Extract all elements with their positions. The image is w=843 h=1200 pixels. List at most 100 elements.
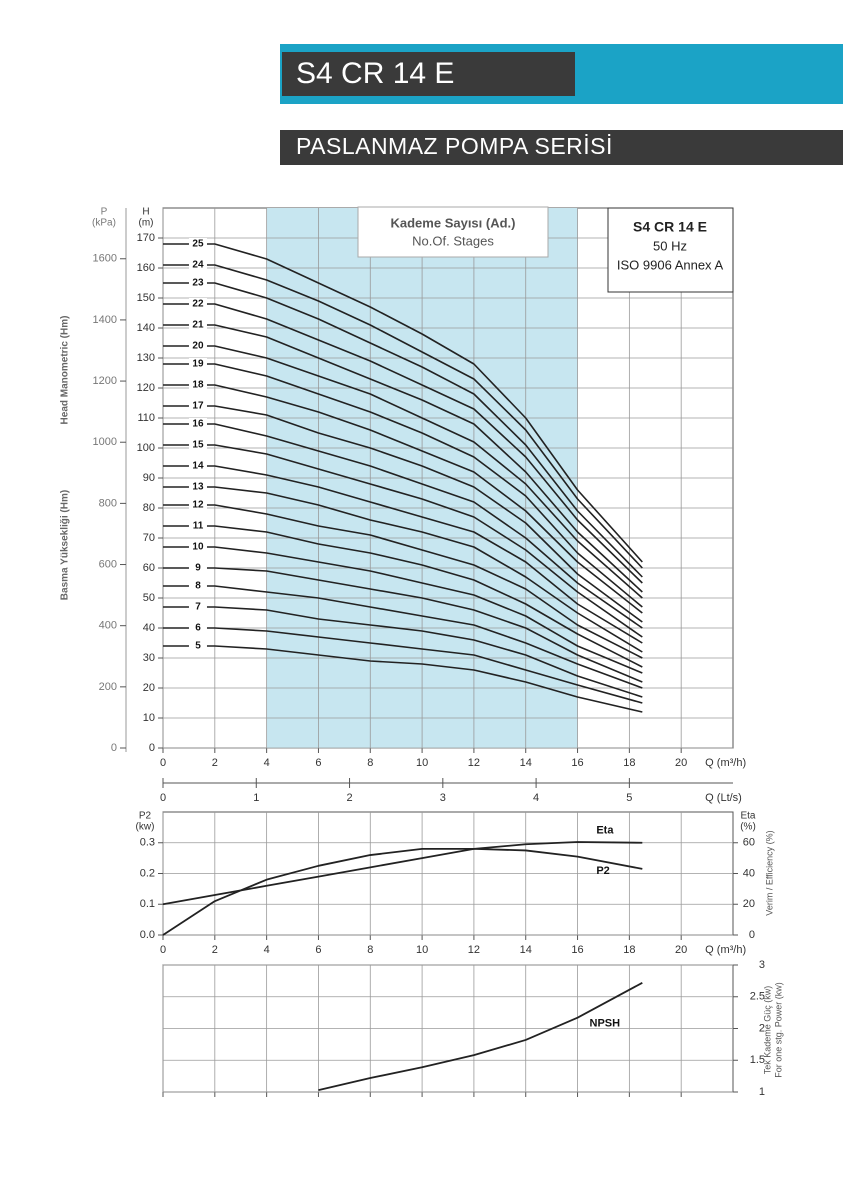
x-tick-label: 4 [264, 757, 270, 769]
series-label: 8 [195, 581, 201, 592]
x2-axis-label: Q (Lt/s) [705, 792, 742, 804]
legend-subtitle: No.Of. Stages [412, 233, 494, 248]
label-bg [188, 379, 207, 391]
y2-axis-label: Eta [740, 811, 755, 822]
y-tick-label: 10 [143, 712, 155, 724]
label-bg [188, 298, 207, 310]
label-bg [188, 439, 207, 451]
y-tick-label: 2 [759, 1022, 765, 1034]
series-line [163, 243, 643, 563]
series-line [163, 345, 643, 599]
x2-tick-label: 2 [346, 792, 352, 804]
info-line: 50 Hz [653, 238, 687, 253]
series-line [163, 363, 643, 608]
y-tick-label: 0.1 [140, 898, 155, 910]
series-label: 7 [195, 602, 201, 613]
x-axis-label: Q (m³/h) [705, 944, 746, 956]
label-bg [188, 622, 207, 634]
y2-axis-label: P [101, 207, 108, 218]
series-label: 11 [193, 521, 204, 532]
series-label: 16 [192, 419, 204, 430]
label-bg [188, 580, 207, 592]
x-tick-label: 8 [367, 757, 373, 769]
y2-axis-unit: (%) [740, 822, 756, 833]
x-tick-label: 12 [468, 757, 480, 769]
series-label: 10 [192, 542, 204, 553]
series-line [163, 264, 643, 569]
legend-title: Kademe Sayısı (Ad.) [391, 215, 516, 230]
x2-tick-label: 0 [160, 792, 166, 804]
label-bg [188, 340, 207, 352]
y-axis-title: For one stg. Power (kw) [773, 982, 783, 1078]
y-tick-label: 130 [137, 352, 155, 364]
x2-tick-label: 3 [440, 792, 446, 804]
series-line [163, 645, 643, 713]
x-tick-label: 8 [367, 944, 373, 956]
x2-tick-label: 4 [533, 792, 539, 804]
y-axis-unit: (kw) [136, 822, 155, 833]
label-bg [188, 601, 207, 613]
x-tick-label: 10 [416, 944, 428, 956]
y-tick-label: 20 [143, 682, 155, 694]
y-tick-label: 40 [143, 622, 155, 634]
series-label: P2 [596, 865, 609, 877]
series-label: 20 [192, 341, 204, 352]
series-label: 23 [192, 278, 204, 289]
title-box [282, 52, 575, 96]
series-label: 19 [192, 359, 204, 370]
x-axis-label: Q (m³/h) [705, 757, 746, 769]
x-tick-label: 6 [315, 944, 321, 956]
x-tick-label: 18 [623, 757, 635, 769]
label-bg [188, 481, 207, 493]
x-tick-label: 20 [675, 757, 687, 769]
series-label: 18 [192, 380, 204, 391]
y2-tick-label: 1600 [93, 253, 117, 265]
y2-axis-title: Verim / Efficiency (%) [764, 830, 774, 915]
series-line [163, 303, 643, 584]
series-line [163, 504, 643, 659]
series-label: 15 [192, 440, 204, 451]
label-bg [188, 418, 207, 430]
x-tick-label: 2 [212, 757, 218, 769]
x-tick-label: 10 [416, 757, 428, 769]
y-tick-label: 160 [137, 262, 155, 274]
y-axis-title: Tek Kademe Güç (kw) [762, 986, 772, 1075]
label-bg [188, 400, 207, 412]
label-bg [188, 562, 207, 574]
info-line: S4 CR 14 E [633, 219, 707, 235]
series-line [163, 423, 643, 629]
label-bg [188, 319, 207, 331]
series-label: 24 [192, 260, 204, 271]
series-line [163, 444, 643, 638]
label-bg [188, 259, 207, 271]
x-tick-label: 14 [520, 757, 532, 769]
y-tick-label: 100 [137, 442, 155, 454]
series-label: 25 [192, 239, 204, 250]
x-tick-label: 4 [264, 944, 270, 956]
series-line [163, 525, 643, 668]
y2-tick-label: 600 [99, 558, 117, 570]
x-tick-label: 16 [571, 757, 583, 769]
x-tick-label: 12 [468, 944, 480, 956]
series-line [163, 546, 643, 674]
y2-tick-label: 400 [99, 620, 117, 632]
label-bg [188, 460, 207, 472]
y-tick-label: 50 [143, 592, 155, 604]
y-axis-label: P2 [139, 811, 152, 822]
series-label: 12 [192, 500, 204, 511]
label-bg [188, 277, 207, 289]
y2-tick-label: 1000 [93, 436, 117, 448]
y-tick-label: 70 [143, 532, 155, 544]
series-line [163, 567, 643, 683]
series-label: 21 [192, 320, 204, 331]
y-tick-label: 0 [149, 742, 155, 754]
info-box [607, 207, 734, 293]
y-tick-label: 60 [143, 562, 155, 574]
series-line [318, 981, 643, 1091]
x-tick-label: 0 [160, 944, 166, 956]
series-line [163, 465, 643, 644]
y-tick-label: 3 [759, 959, 765, 971]
y-tick-label: 140 [137, 322, 155, 334]
y2-tick-label: 200 [99, 681, 117, 693]
